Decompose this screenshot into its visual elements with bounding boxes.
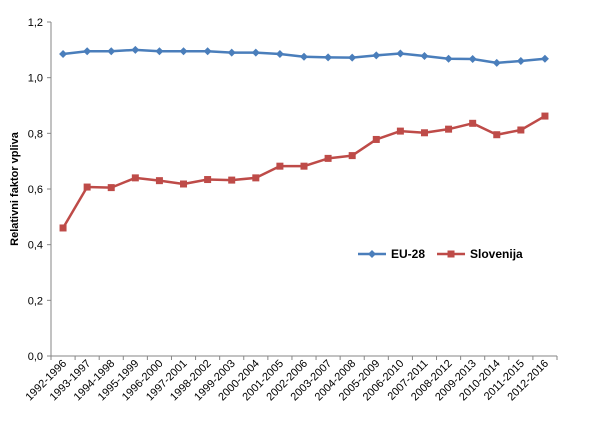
data-point [227,48,236,57]
data-point [492,58,501,67]
data-point [276,162,284,170]
legend-label: Slovenija [470,247,523,261]
data-point [83,183,91,191]
data-point [228,176,236,184]
data-point [468,55,477,64]
data-point [420,129,428,137]
y-tick-label: 0,2 [28,295,43,307]
y-axis-label: Relativni faktor vpliva [9,131,21,246]
data-point [251,48,260,57]
y-tick-label: 1,0 [28,73,43,85]
legend: EU-28 Slovenija [358,247,523,261]
data-point [131,45,140,54]
data-point [131,174,139,182]
legend-label: EU-28 [391,247,425,261]
data-point [204,176,212,184]
data-point [469,119,477,127]
legend-item: Slovenija [437,247,523,261]
plot-area [50,22,557,357]
legend-swatch-marker [447,250,455,258]
y-tick-label: 1,2 [28,17,43,29]
data-point [59,50,68,59]
y-tick-label: 0,6 [28,184,43,196]
data-point [300,162,308,170]
data-point [275,50,284,59]
data-point [180,180,188,188]
y-tick-label: 0,8 [28,128,43,140]
x-axis-ticks: 1992-19961993-19971994-19981995-19991996… [23,356,558,403]
data-point [420,51,429,60]
data-point [396,127,404,135]
data-point [324,154,332,162]
data-point [445,125,453,133]
data-point [372,135,380,143]
data-point [107,184,115,192]
y-tick-label: 0,4 [28,240,43,252]
data-point [348,152,356,160]
data-point [324,53,333,62]
data-point [540,54,549,63]
series-slovenija [59,112,549,232]
data-point [83,47,92,56]
data-point [203,47,212,56]
legend-swatch-marker [368,250,376,258]
y-tick-label: 0,0 [28,351,43,363]
data-point [300,52,308,61]
series-eu-28 [59,45,549,67]
data-point [517,126,525,134]
data-point [155,177,163,185]
data-point [252,174,260,182]
data-point [396,49,405,58]
data-point [348,53,357,62]
data-point [155,47,164,56]
data-point [107,47,116,56]
data-point [493,131,501,139]
data-point [179,47,188,56]
data-point [59,224,67,232]
data-point [541,112,549,120]
data-point [372,51,381,60]
y-axis-ticks: 0,0 0,2 0,4 0,6 0,8 1,0 1,2 [28,17,51,363]
legend-item: EU-28 [358,247,425,261]
series-line [61,114,546,229]
series-layer [59,45,549,232]
data-point [444,54,453,63]
data-point [516,56,525,65]
